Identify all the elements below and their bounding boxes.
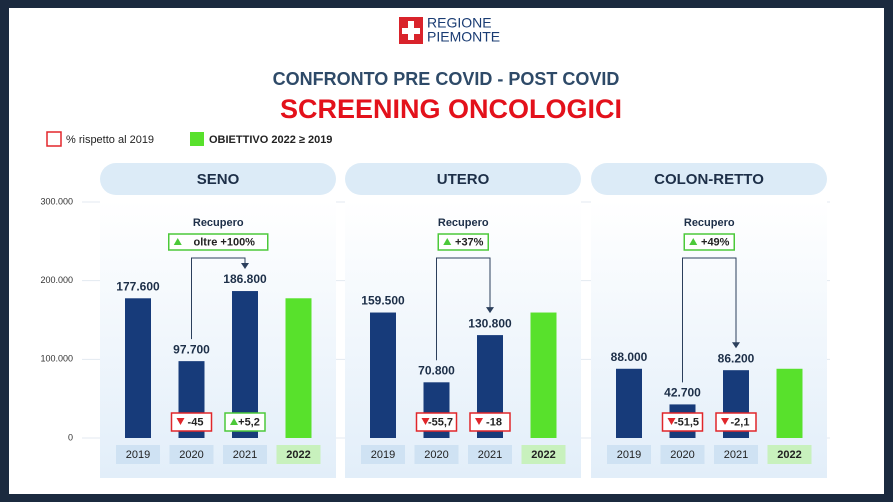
category-box [414, 445, 459, 464]
change-label: -55,7 [428, 416, 453, 428]
x-tick-label: 2020 [179, 449, 203, 461]
y-tick-label: 200.000 [40, 275, 73, 285]
panel-header [345, 163, 581, 195]
x-tick-label: 2022 [531, 449, 555, 461]
connector-head [486, 307, 494, 314]
category-box [169, 445, 214, 464]
annotation-box [437, 233, 489, 251]
change-arrow [230, 418, 238, 425]
x-tick-label: 2021 [233, 449, 257, 461]
annotation-box [683, 233, 735, 251]
connector [191, 257, 246, 340]
annotation-text: +49% [701, 236, 730, 248]
y-tick-label: 300.000 [40, 196, 73, 206]
y-tick-label: 0 [68, 432, 73, 442]
value-label: 70.800 [418, 363, 455, 377]
bar [370, 312, 396, 438]
change-arrow [176, 418, 185, 425]
connector [436, 257, 491, 361]
y-tick-label: 100.000 [40, 354, 73, 364]
value-label: 159.500 [361, 294, 405, 308]
logo-text: REGIONE [427, 15, 492, 31]
bar [616, 368, 642, 438]
value-label: 88.000 [611, 350, 648, 364]
category-box [116, 445, 160, 464]
change-arrow [475, 418, 483, 425]
x-tick-label: 2021 [478, 449, 502, 461]
connector-head [732, 342, 740, 349]
annotation-text: +37% [455, 236, 484, 248]
x-tick-label: 2022 [286, 449, 310, 461]
bar [530, 312, 557, 438]
annotation-text: oltre +100% [194, 236, 256, 248]
x-tick-label: 2019 [617, 449, 641, 461]
category-box [468, 445, 512, 464]
change-arrow [721, 418, 729, 425]
connector-head [241, 263, 249, 270]
bar [776, 368, 803, 438]
subtitle: CONFRONTO PRE COVID - POST COVID [273, 69, 620, 89]
x-tick-label: 2019 [371, 449, 395, 461]
change-label: -51,5 [674, 416, 699, 428]
annotation-arrow-icon [443, 238, 452, 245]
logo: REGIONE PIEMONTE [399, 15, 500, 45]
annotation-title: Recupero [438, 217, 489, 229]
value-label: 86.200 [718, 351, 755, 365]
value-label: 42.700 [664, 386, 701, 400]
change-label: -18 [486, 416, 502, 428]
panel-title: COLON-RETTO [654, 171, 764, 188]
panel-header [591, 163, 827, 195]
panel-title: UTERO [437, 171, 490, 188]
legend-label: % rispetto al 2019 [66, 134, 154, 146]
change-arrow [421, 418, 430, 425]
panel-title: SENO [197, 171, 240, 188]
change-badge [469, 412, 511, 432]
value-label: 130.800 [468, 316, 512, 330]
value-label: 177.600 [116, 279, 160, 293]
change-label: +5,2 [238, 416, 260, 428]
category-box [276, 445, 321, 464]
category-box [714, 445, 758, 464]
category-box [521, 445, 566, 464]
change-arrow [667, 418, 676, 425]
annotation-arrow-icon [689, 238, 698, 245]
annotation-box [168, 233, 269, 251]
logo-cross [402, 28, 420, 34]
category-box [660, 445, 705, 464]
category-box [361, 445, 405, 464]
logo-text: PIEMONTE [427, 29, 500, 45]
legend-swatch [190, 132, 204, 146]
annotation-arrow-icon [173, 238, 182, 245]
change-label: -2,1 [731, 416, 750, 428]
change-badge [415, 412, 458, 432]
legend-label: OBIETTIVO 2022 ≥ 2019 [209, 134, 332, 146]
category-box [607, 445, 651, 464]
change-label: -45 [188, 416, 204, 428]
change-badge [661, 412, 704, 432]
value-label: 97.700 [173, 342, 210, 356]
x-tick-label: 2021 [724, 449, 748, 461]
change-badge [170, 412, 213, 432]
change-badge [224, 412, 266, 432]
title: SCREENING ONCOLOGICI [280, 94, 622, 124]
bar [125, 298, 151, 438]
panel-header [100, 163, 336, 195]
category-box [223, 445, 267, 464]
category-box [767, 445, 812, 464]
x-tick-label: 2020 [670, 449, 694, 461]
value-label: 186.800 [223, 272, 267, 286]
x-tick-label: 2019 [126, 449, 150, 461]
legend-swatch [46, 131, 62, 147]
connector [682, 257, 737, 383]
annotation-title: Recupero [193, 217, 244, 229]
annotation-title: Recupero [684, 217, 735, 229]
x-tick-label: 2022 [777, 449, 801, 461]
x-tick-label: 2020 [424, 449, 448, 461]
change-badge [715, 412, 757, 432]
bar [285, 298, 312, 438]
